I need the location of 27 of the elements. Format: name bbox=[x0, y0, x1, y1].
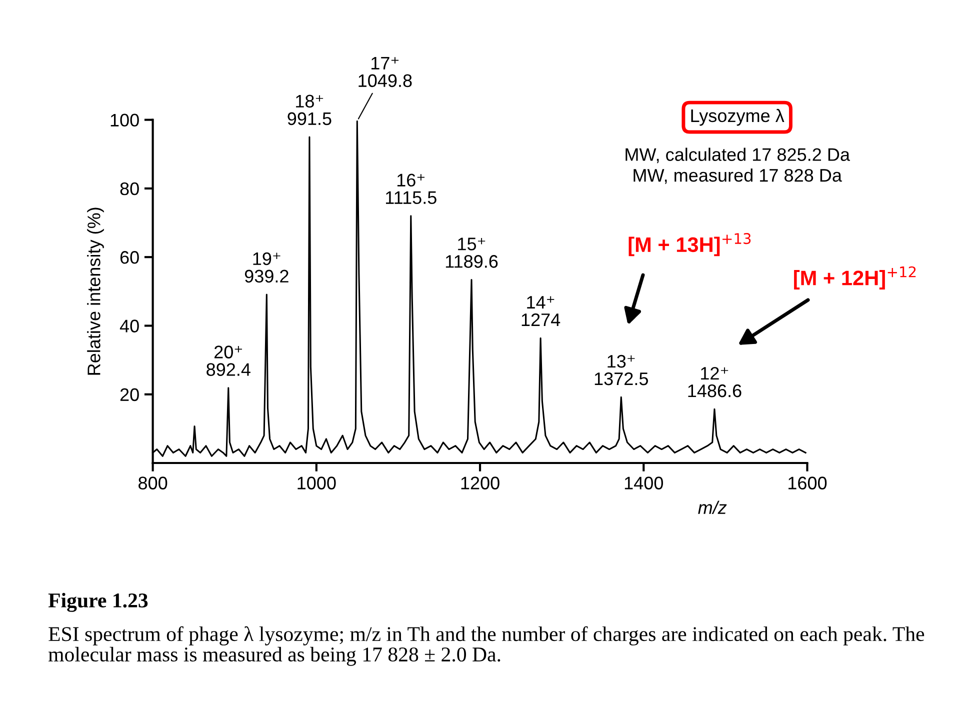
x-tick-label: 1200 bbox=[461, 476, 500, 490]
annotation: 15⁺ 1189.6 bbox=[446, 238, 498, 268]
x-tick-label: 1600 bbox=[788, 476, 827, 490]
annotation: 17⁺ 1049.8 bbox=[358, 56, 412, 88]
annotation: 16⁺ 1115.5 bbox=[386, 174, 436, 204]
annotation: Lysozyme λ bbox=[691, 108, 784, 126]
annotation: 20⁺ 892.4 bbox=[206, 346, 250, 376]
y-tick-label: 80 bbox=[120, 182, 139, 196]
x-tick-label: 1400 bbox=[624, 476, 664, 490]
x-axis-title: m/z bbox=[698, 500, 727, 514]
text: ESI spectrum of phage λ lysozyme; m/z in Th and the number of charges are indicated on each peak. The molecular mass is measured as being 17 828 ± 2.0 Da. bbox=[48, 626, 924, 666]
annotation: 14⁺ 1274 bbox=[522, 296, 560, 326]
y-tick-label: 100 bbox=[110, 114, 139, 127]
caption: Figure 1.23 bbox=[48, 592, 148, 612]
annotation: 19⁺ 939.2 bbox=[244, 252, 288, 283]
y-tick-label: 20 bbox=[120, 388, 139, 402]
y-tick-label: 40 bbox=[120, 320, 139, 332]
annotation: [M + 13H]$^{+13}$ bbox=[628, 233, 751, 256]
annotation: MW, calculated 17 825.2 Da MW, measured 17 828 Da bbox=[626, 148, 850, 184]
y-tick-label: 60 bbox=[120, 251, 139, 264]
annotation: [M + 12H]$^{+12}$ bbox=[794, 266, 916, 290]
y-axis-title: Relative intensity (%) bbox=[87, 208, 104, 375]
annotation: 13⁺ 1372.5 bbox=[594, 354, 648, 386]
annotation: 18⁺ 991.5 bbox=[288, 94, 332, 126]
annotation: 12⁺ 1486.6 bbox=[688, 366, 742, 398]
x-tick-label: 1000 bbox=[298, 476, 336, 490]
x-tick-label: 800 bbox=[138, 476, 168, 490]
